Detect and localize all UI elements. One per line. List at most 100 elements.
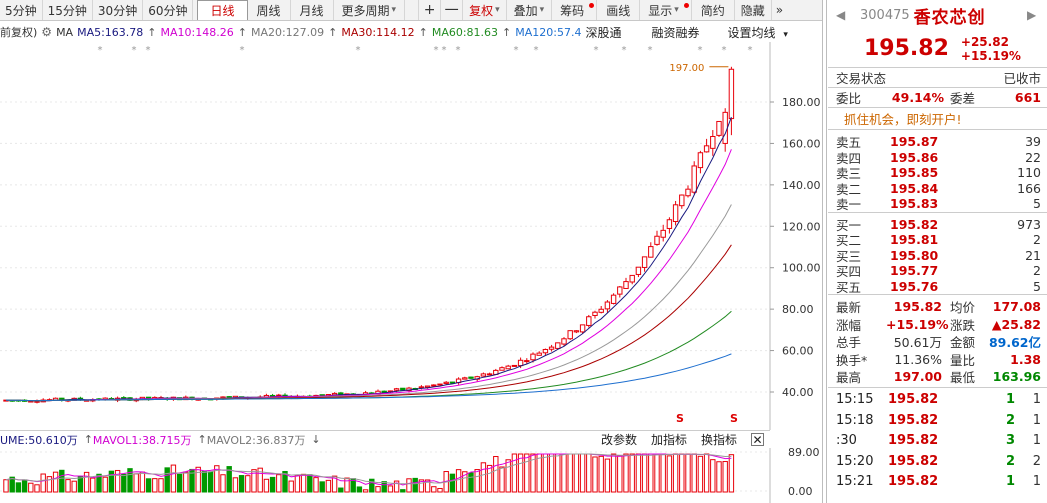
volume-chart[interactable]: 89.00 0.00 [0, 448, 822, 503]
down-arrow-icon: ↓ [311, 433, 321, 446]
add-indicator-button[interactable]: 加指标 [650, 433, 687, 447]
stat-label: 总手 [836, 335, 862, 350]
ask-label: 卖五 [836, 135, 862, 150]
volume-bar [362, 489, 369, 493]
volume-bar [635, 453, 642, 493]
zoom-in-button[interactable]: + [419, 0, 442, 20]
event-marker-icon: * [722, 45, 727, 56]
chevron-down-icon: ▾ [391, 5, 397, 15]
fuquan-dropdown[interactable]: 复权 ▾ [463, 0, 507, 20]
close-icon[interactable]: ✕ [751, 432, 764, 447]
volume-bar [722, 461, 728, 493]
tick-row: 15:20 195.82 2 2 [828, 451, 1047, 472]
volume-bar [641, 453, 648, 493]
volume-bar [319, 481, 325, 493]
period-30min[interactable]: 30分钟 [93, 0, 144, 20]
period-5min[interactable]: 5分钟 [0, 0, 43, 20]
simple-mode-button[interactable]: 简约 [692, 0, 735, 20]
high-price-label: 197.00 [669, 63, 704, 74]
mavol2-value: MAVOL2:36.837万 [206, 433, 306, 447]
volume-bar [660, 453, 666, 493]
trade-status-value: 已收市 [1003, 71, 1041, 86]
bid-label: 买三 [836, 248, 862, 264]
volume-bar [331, 475, 338, 493]
draw-line-button[interactable]: 画线 [597, 0, 641, 20]
volume-bar [617, 455, 623, 493]
volume-bar [114, 469, 121, 493]
period-monthly[interactable]: 月线 [291, 0, 334, 20]
candle-body [499, 367, 505, 371]
up-arrow-icon: ↑ [147, 25, 157, 39]
tick-time: 15:15 [836, 392, 874, 408]
prev-stock-icon[interactable]: ◀ [836, 8, 846, 22]
gear-icon[interactable]: ⚙ [41, 25, 53, 39]
margin-trading-button[interactable]: 融资融券 [651, 25, 700, 40]
ask-book: 卖五 195.87 39 卖四 195.86 22 卖三 195.85 110 卖二 195.84 1… [828, 130, 1047, 213]
ask-row: 卖五 195.87 39 [828, 132, 1047, 150]
tick-count: 1 [1032, 392, 1041, 408]
volume-value: UME:50.610万 [0, 433, 78, 447]
chevron-down-icon: ▾ [539, 5, 545, 15]
switch-indicator-button[interactable]: 换指标 [700, 433, 737, 447]
volume-bar [530, 453, 536, 493]
candle-body [462, 377, 468, 380]
ma-settings-button[interactable]: 设置均线 ▾ [728, 24, 792, 41]
y-tick-label: 60.00 [782, 345, 814, 358]
candle-body [648, 246, 654, 258]
period-60min[interactable]: 60分钟 [143, 0, 194, 20]
period-15min[interactable]: 15分钟 [43, 0, 93, 20]
chips-button[interactable]: 筹码 [552, 0, 598, 20]
volume-bar [685, 453, 691, 493]
hide-button[interactable]: 隐藏 [735, 0, 772, 20]
bid-price: 195.81 [890, 232, 939, 247]
tick-row: 15:15 195.82 1 1 [828, 390, 1047, 411]
bid-price: 195.77 [890, 263, 939, 278]
display-dropdown[interactable]: 显示 ▾ [640, 0, 692, 20]
volume-bar [579, 453, 586, 493]
ma-settings-label: 设置均线 [727, 25, 776, 40]
ask-price: 195.84 [890, 180, 939, 196]
volume-bar [232, 477, 239, 493]
y-tick-label: 180.00 [782, 96, 821, 109]
stat-value: ▲25.82 [991, 316, 1041, 332]
volume-bar [480, 462, 487, 493]
chevron-down-icon: ▾ [674, 5, 679, 15]
candle-body [617, 286, 623, 295]
change-params-button[interactable]: 改参数 [600, 433, 637, 447]
more-tools-button[interactable]: » [775, 3, 784, 17]
ask-price: 195.85 [890, 165, 939, 180]
volume-bar [486, 464, 493, 493]
zoom-out-button[interactable]: 一 [441, 0, 464, 20]
volume-bar [83, 471, 90, 493]
volume-bar [573, 453, 580, 493]
tick-time: :30 [836, 433, 857, 449]
candle-body [703, 145, 710, 153]
y-tick-label: 120.00 [782, 220, 821, 233]
volume-bar [679, 453, 685, 493]
volume-bar [493, 456, 499, 493]
shenzhen-connect-button[interactable]: 深股通 [585, 25, 622, 40]
ma20-value: MA20:127.09 [250, 25, 325, 39]
overlay-dropdown[interactable]: 叠加 ▾ [507, 0, 553, 20]
period-daily[interactable]: 日线 [197, 0, 248, 20]
candlestick-chart[interactable]: 180.00 160.00 140.00 120.00 100.00 80.00 60.00… [0, 42, 822, 430]
candle-body [567, 330, 573, 340]
promo-link[interactable]: 抓住机会，即刻开户! [828, 108, 1047, 130]
candle-body [561, 338, 567, 345]
ma-title: MA [56, 25, 74, 39]
volume-bar [313, 477, 319, 493]
stock-code: 300475 [860, 7, 910, 23]
volume-bar [437, 487, 443, 493]
volume-bar [499, 466, 505, 493]
y-tick-label: 160.00 [782, 137, 821, 150]
volume-bar [400, 489, 406, 493]
tick-price: 195.82 [888, 453, 939, 469]
more-periods-dropdown[interactable]: 更多周期 ▾ [334, 0, 406, 20]
volume-bar [728, 454, 735, 493]
ma10-value: MA10:148.26 [160, 25, 234, 39]
period-weekly[interactable]: 周线 [248, 0, 291, 20]
next-stock-icon[interactable]: ▶ [1027, 8, 1037, 22]
candle-body [486, 373, 493, 376]
bid-label: 买二 [836, 233, 862, 248]
stat-value: 89.62亿 [988, 335, 1041, 350]
